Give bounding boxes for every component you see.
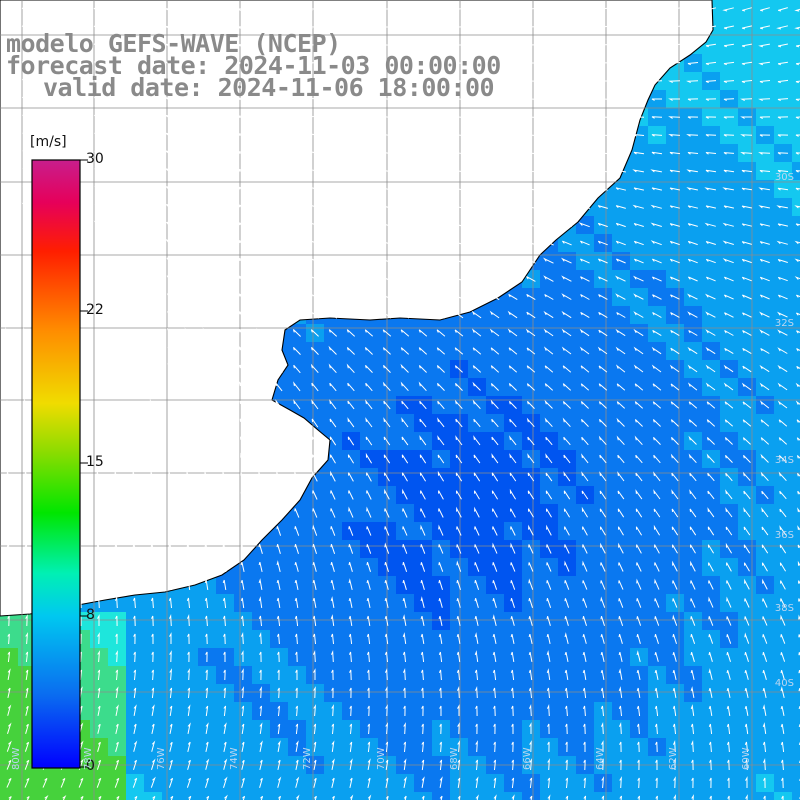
latitude-label: 38S: [774, 603, 794, 614]
wind-cell: [792, 558, 800, 576]
wind-cell: [270, 792, 288, 800]
wind-cell: [792, 252, 800, 270]
wind-cell: [36, 792, 54, 800]
colorbar-tick-label: 8: [86, 607, 95, 623]
wind-cell: [792, 468, 800, 486]
wind-cell: [792, 198, 800, 216]
wind-cell: [18, 792, 36, 800]
colorbar: [31, 159, 81, 769]
longitude-label: 80W: [11, 747, 22, 770]
longitude-label: 64W: [595, 747, 606, 770]
wind-cell: [90, 792, 108, 800]
wind-cell: [792, 774, 800, 792]
longitude-label: 66W: [522, 747, 533, 770]
wind-cell: [144, 792, 162, 800]
wind-cell: [792, 18, 800, 36]
longitude-label: 70W: [376, 747, 387, 770]
colorbar-tick-label: 22: [86, 302, 104, 318]
wind-cell: [792, 504, 800, 522]
longitude-label: 60W: [741, 747, 752, 770]
latitude-label: 34S: [774, 455, 794, 466]
wind-cell: [54, 792, 72, 800]
latitude-label: 40S: [774, 678, 794, 689]
wind-cell: [792, 630, 800, 648]
wind-cell: [306, 792, 324, 800]
longitude-label: 76W: [156, 747, 167, 770]
wind-cell: [792, 540, 800, 558]
wind-cell: [396, 792, 414, 800]
wind-cell: [162, 792, 180, 800]
wind-cell: [792, 288, 800, 306]
wind-cell: [792, 378, 800, 396]
wind-cell: [0, 792, 18, 800]
wind-cell: [792, 216, 800, 234]
wind-cell: [108, 792, 126, 800]
wind-cell: [792, 54, 800, 72]
wind-cell: [342, 792, 360, 800]
colorbar-tick-label: 30: [86, 151, 104, 167]
wind-cell: [792, 36, 800, 54]
wind-cell: [792, 0, 800, 18]
wind-cell: [792, 432, 800, 450]
wind-cell: [792, 702, 800, 720]
wind-cell: [792, 738, 800, 756]
colorbar-unit: [m/s]: [30, 134, 67, 150]
wind-cell: [360, 792, 378, 800]
wind-cell: [72, 792, 90, 800]
wind-cell: [792, 342, 800, 360]
latitude-label: 32S: [774, 318, 794, 329]
wind-cell: [216, 792, 234, 800]
wind-cell: [792, 576, 800, 594]
wind-cell: [126, 792, 144, 800]
longitude-label: 62W: [668, 747, 679, 770]
wind-cell: [792, 234, 800, 252]
longitude-label: 78W: [83, 747, 94, 770]
wind-cell: [180, 792, 198, 800]
wind-cell: [198, 792, 216, 800]
colorbar-tick-label: 15: [86, 454, 104, 470]
longitude-label: 68W: [449, 747, 460, 770]
wind-cell: [792, 486, 800, 504]
wind-cell: [792, 180, 800, 198]
wind-cell: [252, 792, 270, 800]
wind-cell: [792, 396, 800, 414]
title-valid-date: valid date: 2024-11-06 18:00:00: [43, 73, 495, 102]
longitude-label: 74W: [229, 747, 240, 770]
wind-cell: [324, 792, 342, 800]
latitude-label: 36S: [774, 530, 794, 541]
longitude-label: 72W: [302, 747, 313, 770]
wind-cell: [792, 306, 800, 324]
wind-cell: [792, 360, 800, 378]
wind-cell: [288, 792, 306, 800]
wind-cell: [792, 324, 800, 342]
wind-cell: [234, 792, 252, 800]
wind-cell: [792, 72, 800, 90]
wind-cell: [792, 648, 800, 666]
wind-cell: [792, 270, 800, 288]
wind-cell: [792, 720, 800, 738]
wind-cell: [792, 792, 800, 800]
latitude-label: 30S: [774, 172, 794, 183]
wind-cell: [792, 414, 800, 432]
